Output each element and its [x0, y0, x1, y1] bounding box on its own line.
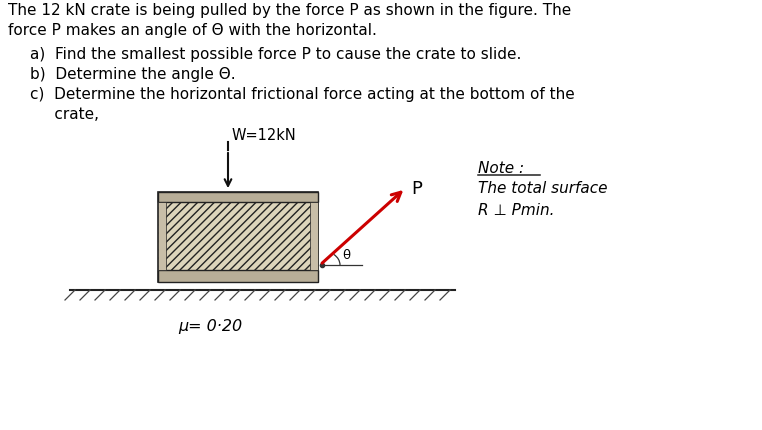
Text: crate,: crate, [30, 107, 99, 122]
Bar [158, 270, 318, 283]
Text: R ⊥ Pmin.: R ⊥ Pmin. [478, 203, 555, 218]
Text: The total surface: The total surface [478, 181, 607, 196]
Text: θ: θ [342, 249, 350, 261]
Text: P: P [411, 180, 422, 198]
Bar [158, 193, 318, 283]
Text: μ= 0·20: μ= 0·20 [178, 318, 242, 333]
Bar [158, 203, 166, 270]
Text: a)  Find the smallest possible force P to cause the crate to slide.: a) Find the smallest possible force P to… [30, 47, 521, 62]
Bar [310, 203, 318, 270]
Text: b)  Determine the angle Θ.: b) Determine the angle Θ. [30, 67, 235, 82]
Text: c)  Determine the horizontal frictional force acting at the bottom of the: c) Determine the horizontal frictional f… [30, 87, 575, 102]
Text: The 12 kN crate is being pulled by the force P as shown in the figure. The: The 12 kN crate is being pulled by the f… [8, 3, 572, 18]
Text: Note :: Note : [478, 161, 524, 175]
Text: W=12kN: W=12kN [232, 128, 296, 143]
Text: force P makes an angle of Θ with the horizontal.: force P makes an angle of Θ with the hor… [8, 23, 377, 38]
Bar [158, 193, 318, 203]
